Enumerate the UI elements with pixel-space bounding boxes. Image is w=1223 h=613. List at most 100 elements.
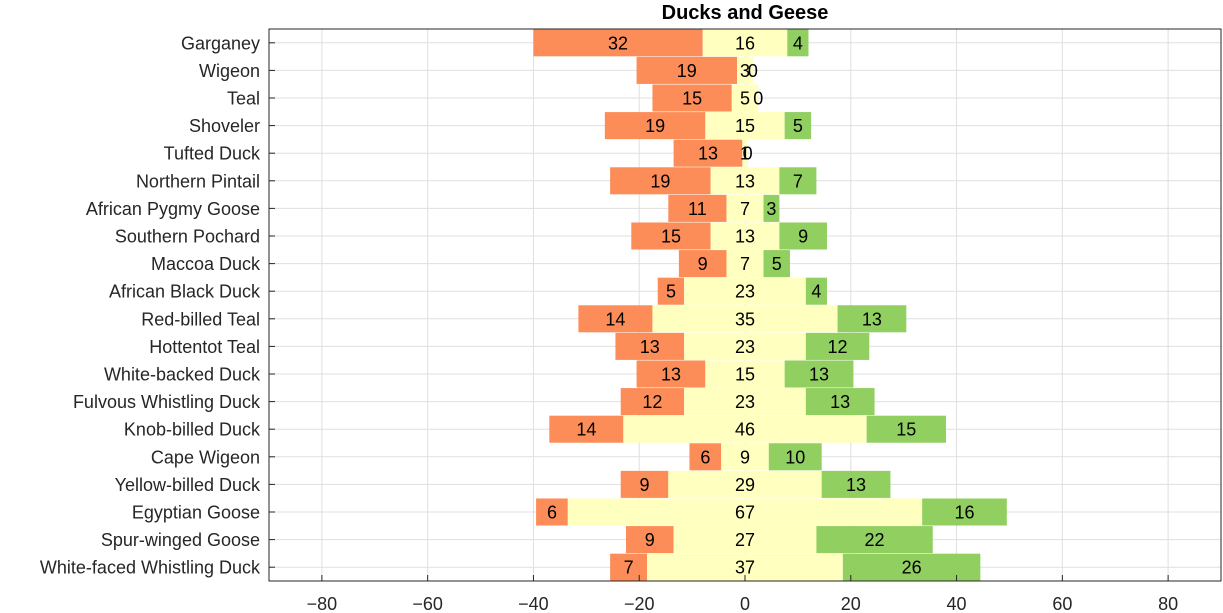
bar-disagree bbox=[631, 222, 711, 250]
bar-value-label: 9 bbox=[640, 475, 650, 495]
bar-neutral bbox=[684, 332, 806, 360]
bar-value-label: 12 bbox=[642, 392, 662, 412]
category-label: Spur-winged Goose bbox=[101, 530, 260, 550]
bar-disagree bbox=[678, 250, 727, 278]
bar-agree bbox=[784, 360, 854, 388]
category-label: Yellow-billed Duck bbox=[115, 475, 261, 495]
bar-value-label: 67 bbox=[735, 503, 755, 523]
axes-layer: −80 −60 −40 −20 0 20 40 60 80GarganeyWigeonTealS… bbox=[40, 28, 1222, 613]
bar-disagree bbox=[610, 553, 648, 581]
bar-value-label: 5 bbox=[793, 116, 803, 136]
bar-disagree bbox=[610, 167, 711, 195]
bar-disagree bbox=[604, 112, 706, 140]
bar-value-label: 0 bbox=[748, 61, 758, 81]
bar-agree bbox=[842, 553, 981, 581]
bar-neutral bbox=[684, 388, 806, 416]
category-label: Shoveler bbox=[189, 116, 260, 136]
bar-value-label: 37 bbox=[735, 558, 755, 578]
bar-disagree bbox=[673, 139, 743, 167]
bar-value-label: 0 bbox=[753, 89, 763, 109]
bar-value-label: 13 bbox=[809, 365, 829, 385]
bar-value-label: 5 bbox=[666, 282, 676, 302]
bar-value-label: 7 bbox=[740, 254, 750, 274]
bar-value-label: 29 bbox=[735, 475, 755, 495]
bar-neutral bbox=[684, 277, 806, 305]
category-label: Cape Wigeon bbox=[151, 447, 260, 467]
bar-value-label: 7 bbox=[793, 171, 803, 191]
bar-value-label: 10 bbox=[785, 447, 805, 467]
bar-neutral bbox=[705, 360, 785, 388]
bar-agree bbox=[784, 112, 812, 140]
bar-agree bbox=[779, 167, 817, 195]
bar-value-label: 5 bbox=[740, 89, 750, 109]
category-label: Wigeon bbox=[199, 61, 260, 81]
x-tick-label: −60 bbox=[412, 594, 443, 613]
bar-disagree bbox=[615, 332, 685, 360]
bar-agree bbox=[922, 498, 1007, 526]
chart-title: Ducks and Geese bbox=[662, 2, 829, 24]
category-label: Southern Pochard bbox=[115, 227, 260, 247]
bar-disagree bbox=[652, 84, 732, 112]
bar-value-label: 32 bbox=[608, 33, 628, 53]
bar-value-label: 13 bbox=[735, 227, 755, 247]
category-label: Maccoa Duck bbox=[151, 254, 261, 274]
category-label: Garganey bbox=[181, 33, 260, 53]
bar-agree bbox=[779, 222, 827, 250]
bar-value-label: 3 bbox=[740, 61, 750, 81]
bar-neutral bbox=[742, 139, 748, 167]
x-tick-label: −20 bbox=[624, 594, 655, 613]
bar-neutral bbox=[652, 305, 838, 333]
bar-neutral bbox=[623, 415, 867, 443]
bar-value-label: 13 bbox=[661, 365, 681, 385]
bar-value-label: 3 bbox=[766, 199, 776, 219]
bar-value-label: 23 bbox=[735, 282, 755, 302]
category-label: Fulvous Whistling Duck bbox=[73, 392, 261, 412]
bar-value-label: 6 bbox=[700, 447, 710, 467]
bar-neutral bbox=[668, 470, 822, 498]
bar-value-label: 4 bbox=[811, 282, 821, 302]
bar-agree bbox=[866, 415, 946, 443]
bar-neutral bbox=[673, 526, 817, 554]
bar-disagree bbox=[536, 498, 568, 526]
bar-agree bbox=[821, 470, 891, 498]
bar-value-label: 6 bbox=[547, 503, 557, 523]
category-label: African Pygmy Goose bbox=[86, 199, 260, 219]
bar-agree bbox=[805, 388, 875, 416]
category-label: Teal bbox=[227, 89, 260, 109]
x-tick-label: 20 bbox=[841, 594, 861, 613]
bar-value-label: 11 bbox=[688, 199, 707, 219]
bar-agree bbox=[805, 332, 870, 360]
bar-value-label: 19 bbox=[650, 171, 670, 191]
bar-value-label: 13 bbox=[862, 309, 882, 329]
bar-disagree bbox=[533, 29, 703, 57]
bar-value-label: 15 bbox=[735, 365, 755, 385]
bar-value-label: 15 bbox=[735, 116, 755, 136]
bar-value-label: 22 bbox=[865, 530, 885, 550]
bar-value-label: 9 bbox=[798, 227, 808, 247]
bar-value-label: 7 bbox=[740, 199, 750, 219]
category-label: Egyptian Goose bbox=[132, 503, 260, 523]
bar-value-label: 9 bbox=[645, 530, 655, 550]
category-label: Northern Pintail bbox=[136, 171, 260, 191]
x-tick-label: −80 bbox=[307, 594, 338, 613]
bar-disagree bbox=[657, 277, 685, 305]
bar-value-label: 15 bbox=[896, 420, 916, 440]
bar-value-label: 1 bbox=[740, 144, 750, 164]
bar-value-label: 15 bbox=[661, 227, 681, 247]
category-label: African Black Duck bbox=[109, 282, 261, 302]
bar-neutral bbox=[731, 84, 759, 112]
bar-disagree bbox=[626, 526, 674, 554]
bar-agree bbox=[816, 526, 933, 554]
grid-layer bbox=[269, 29, 1221, 581]
x-tick-label: 0 bbox=[740, 594, 750, 613]
bar-neutral bbox=[705, 112, 785, 140]
bar-disagree bbox=[636, 360, 706, 388]
category-label: Knob-billed Duck bbox=[124, 420, 261, 440]
bar-value-label: 4 bbox=[793, 33, 803, 53]
bar-agree bbox=[787, 29, 809, 57]
bar-value-label: 9 bbox=[740, 447, 750, 467]
bar-disagree bbox=[668, 194, 727, 222]
bar-disagree bbox=[549, 415, 624, 443]
bar-value-label: 9 bbox=[698, 254, 708, 274]
